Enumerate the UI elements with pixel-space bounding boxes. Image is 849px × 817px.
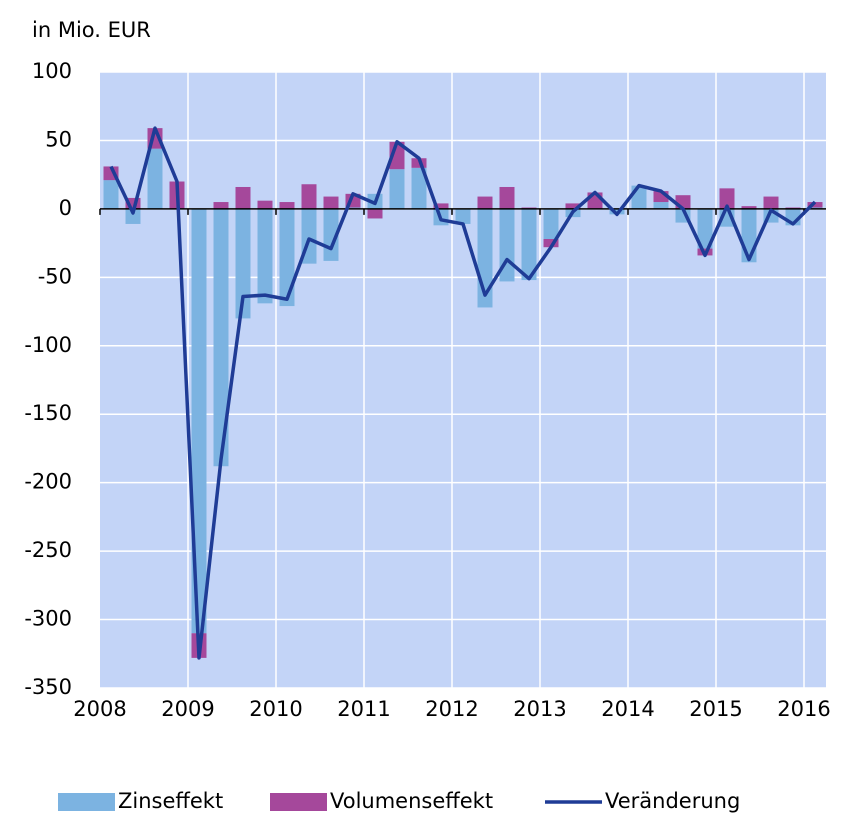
x-tick-label: 2015 xyxy=(689,697,742,721)
x-tick-label: 2014 xyxy=(601,697,654,721)
bar xyxy=(521,208,537,281)
bar xyxy=(433,203,449,209)
bar xyxy=(697,208,713,249)
bar xyxy=(477,196,493,209)
y-tick-label: 0 xyxy=(59,196,72,220)
bar xyxy=(741,206,757,209)
bar xyxy=(763,196,779,209)
bar xyxy=(103,180,119,209)
y-tick-label: -350 xyxy=(24,675,72,699)
x-tick-label: 2008 xyxy=(73,697,126,721)
bar xyxy=(741,208,757,263)
legend-swatch xyxy=(270,793,327,811)
bar xyxy=(653,202,669,209)
bar xyxy=(631,185,647,209)
bar xyxy=(543,239,559,248)
bar xyxy=(499,186,515,209)
subtitle: in Mio. EUR xyxy=(32,18,151,42)
bar xyxy=(213,208,229,467)
bar xyxy=(257,200,273,209)
bar xyxy=(235,208,251,319)
bar xyxy=(125,208,141,224)
bar xyxy=(279,202,295,209)
bar xyxy=(411,167,427,209)
bar xyxy=(367,208,383,219)
bar xyxy=(719,188,735,209)
y-tick-label: -200 xyxy=(24,470,72,494)
bar xyxy=(389,169,405,209)
bar xyxy=(565,203,581,209)
bar xyxy=(279,208,295,307)
x-tick-label: 2011 xyxy=(337,697,390,721)
y-tick-label: -250 xyxy=(24,538,72,562)
legend-label: Veränderung xyxy=(605,789,740,813)
bar xyxy=(191,208,207,634)
x-tick-label: 2009 xyxy=(161,697,214,721)
plot-background xyxy=(100,72,826,688)
y-tick-label: -150 xyxy=(24,401,72,425)
legend-label: Zinseffekt xyxy=(118,789,223,813)
bar xyxy=(257,208,273,304)
bar xyxy=(235,186,251,209)
bar xyxy=(543,208,559,240)
x-tick-label: 2010 xyxy=(249,697,302,721)
bar xyxy=(653,191,669,203)
y-tick-label: -100 xyxy=(24,333,72,357)
x-tick-label: 2012 xyxy=(425,697,478,721)
bar xyxy=(455,208,471,224)
bar xyxy=(807,202,823,208)
legend-swatch xyxy=(58,793,115,811)
y-tick-label: -50 xyxy=(38,264,72,288)
bar xyxy=(301,184,317,209)
legend-label: Volumenseffekt xyxy=(330,789,493,813)
x-tick-label: 2013 xyxy=(513,697,566,721)
y-tick-label: 100 xyxy=(32,59,72,83)
bar xyxy=(147,148,163,209)
bar xyxy=(213,202,229,209)
line xyxy=(109,126,817,660)
x-tick-label: 2016 xyxy=(777,697,830,721)
bar xyxy=(125,197,141,209)
bar xyxy=(323,196,339,209)
y-tick-label: -300 xyxy=(24,607,72,631)
y-tick-label: 50 xyxy=(45,127,72,151)
